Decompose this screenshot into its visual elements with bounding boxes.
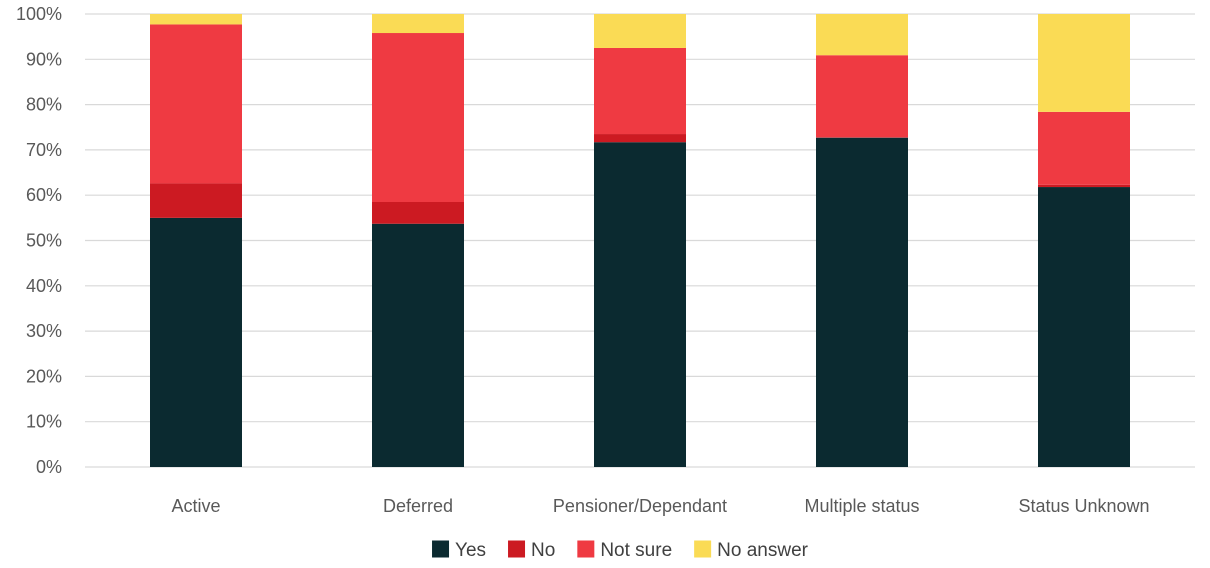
bar-segment-no-answer	[816, 14, 908, 55]
legend-label: No	[531, 540, 555, 561]
bar-segment-not-sure	[594, 48, 686, 134]
legend-item-yes: Yes	[432, 540, 486, 561]
bar-segment-no-answer	[150, 14, 242, 24]
legend-swatch	[432, 541, 449, 558]
bar-segment-yes	[816, 138, 908, 467]
bar-segment-no-answer	[372, 14, 464, 33]
legend-swatch	[577, 541, 594, 558]
bar-segment-no	[594, 134, 686, 142]
legend-swatch	[694, 541, 711, 558]
x-category-label: Status Unknown	[1018, 496, 1149, 516]
y-tick-label: 20%	[26, 366, 62, 386]
legend-label: Yes	[455, 540, 486, 561]
y-tick-label: 40%	[26, 276, 62, 296]
legend-label: Not sure	[600, 540, 672, 561]
bar-segment-yes	[1038, 187, 1130, 467]
bar-segment-yes	[372, 224, 464, 467]
bar-segment-no	[150, 183, 242, 217]
y-axis-ticks: 0% 10% 20% 30% 40% 50% 60% 70% 80% 90% 100%	[16, 4, 62, 477]
x-category-label: Pensioner/Dependant	[553, 496, 727, 516]
y-tick-label: 60%	[26, 185, 62, 205]
x-category-label: Deferred	[383, 496, 453, 516]
bar-segment-not-sure	[816, 55, 908, 137]
legend-item-not-sure: Not sure	[577, 540, 672, 561]
legend-swatch	[508, 541, 525, 558]
legend-label: No answer	[717, 540, 808, 561]
y-tick-label: 10%	[26, 412, 62, 432]
bar-segment-yes	[150, 218, 242, 467]
y-tick-label: 100%	[16, 4, 62, 24]
x-axis-categories: Active Deferred Pensioner/Dependant Multipl…	[171, 496, 1149, 516]
bar-segment-no	[372, 202, 464, 224]
bar-segment-not-sure	[372, 33, 464, 202]
bar-segment-not-sure	[1038, 112, 1130, 185]
y-tick-label: 80%	[26, 95, 62, 115]
legend-item-no: No	[508, 540, 555, 561]
bar-segment-not-sure	[150, 24, 242, 183]
legend-item-no-answer: No answer	[694, 540, 808, 561]
y-tick-label: 30%	[26, 321, 62, 341]
y-tick-label: 90%	[26, 49, 62, 69]
y-tick-label: 70%	[26, 140, 62, 160]
y-tick-label: 0%	[36, 457, 62, 477]
bar-segment-no-answer	[594, 14, 686, 48]
bar-segment-no-answer	[1038, 14, 1130, 112]
x-category-label: Active	[171, 496, 220, 516]
x-category-label: Multiple status	[804, 496, 919, 516]
legend: Yes No Not sure No answer	[432, 540, 809, 561]
bar-segment-no	[1038, 185, 1130, 187]
y-tick-label: 50%	[26, 231, 62, 251]
bar-segment-yes	[594, 142, 686, 467]
